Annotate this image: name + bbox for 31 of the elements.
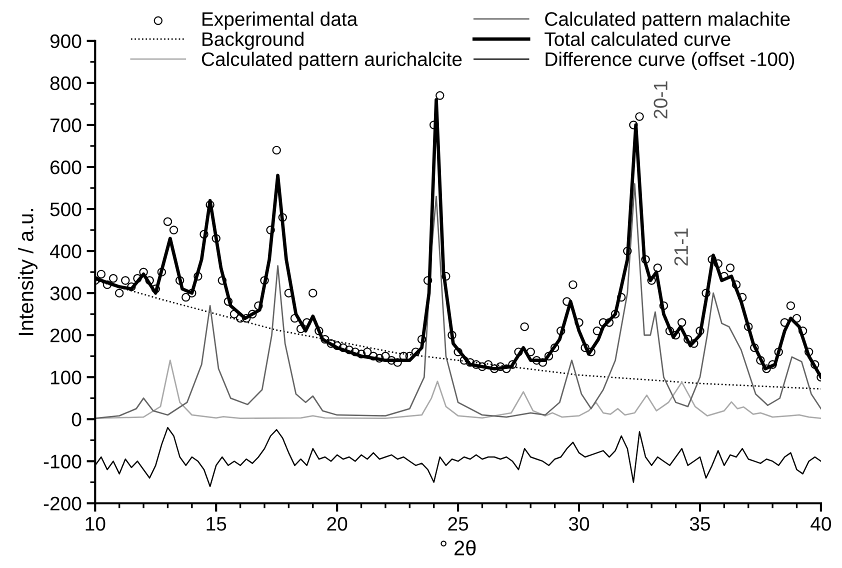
y-tick-label: 0	[72, 412, 82, 426]
y-tick-label: 800	[50, 76, 82, 90]
x-tick-label: 30	[568, 516, 590, 531]
annotation: 21-1	[674, 228, 688, 266]
x-tick-label: 15	[206, 517, 226, 531]
y-tick-label: 600	[50, 160, 82, 174]
y-tick-label: 500	[50, 202, 82, 216]
y-tick-label: -200	[44, 496, 82, 510]
y-tick-label: 200	[50, 328, 82, 342]
legend-label: Background	[202, 32, 304, 50]
legend-label: Calculated pattern malachite	[545, 12, 790, 30]
y-tick-label: -100	[44, 454, 82, 468]
legend-label: Calculated pattern aurichalcite	[202, 52, 462, 70]
legend-label: Total calculated curve	[544, 32, 730, 46]
y-tick-label: 400	[50, 244, 82, 258]
x-tick-label: 35	[690, 516, 710, 531]
legend-label: Difference curve (offset -100)	[546, 52, 794, 70]
y-tick-label: 900	[50, 34, 82, 48]
line-series	[95, 360, 821, 420]
x-tick-label: 20	[327, 516, 348, 531]
x-tick-label: 25	[448, 516, 468, 531]
y-axis-title: Intensity / a.u.	[18, 209, 38, 335]
legend-label: Experimental data	[202, 12, 358, 30]
line-series	[95, 183, 821, 420]
x-tick-label: 10	[86, 516, 106, 531]
x-tick-label: 40	[810, 516, 832, 531]
y-tick-label: 700	[50, 118, 82, 132]
y-tick-label: 100	[50, 370, 82, 384]
annotation: 20-1	[654, 81, 668, 118]
x-axis-title: ° 2θ	[440, 540, 476, 556]
y-tick-label: 300	[50, 286, 82, 300]
